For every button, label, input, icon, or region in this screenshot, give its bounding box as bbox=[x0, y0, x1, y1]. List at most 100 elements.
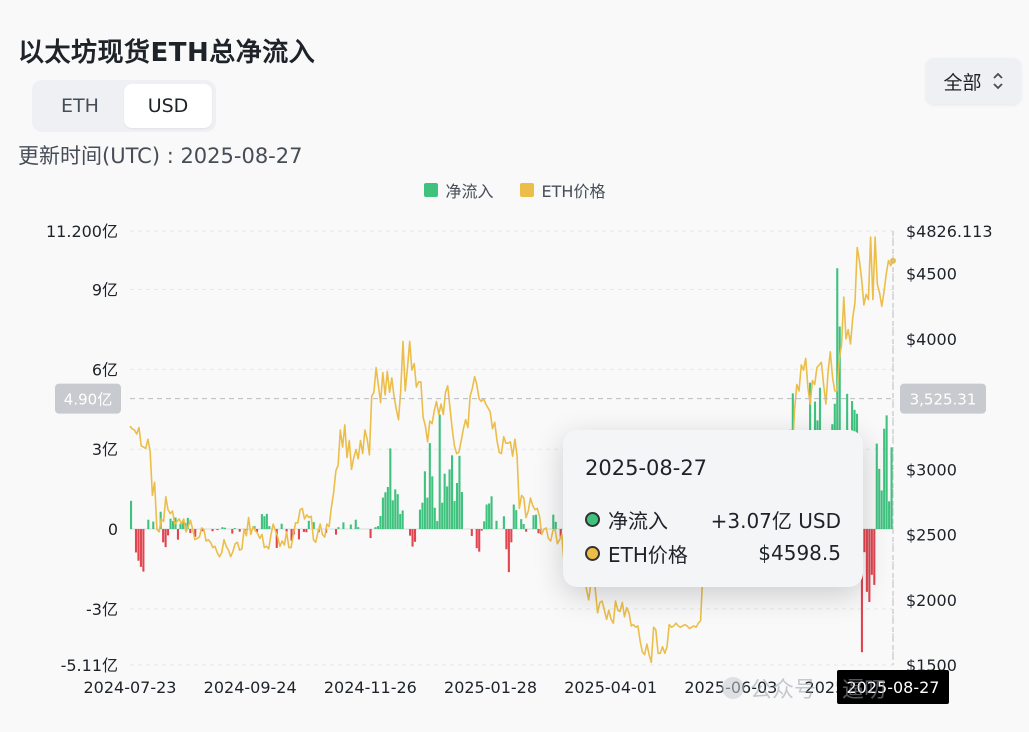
inflow-bar bbox=[478, 529, 481, 552]
inflow-bar bbox=[194, 529, 197, 537]
crosshair-x-label-bg bbox=[837, 670, 949, 704]
inflow-bar bbox=[868, 529, 871, 602]
inflow-bar bbox=[880, 490, 883, 530]
inflow-bar bbox=[263, 516, 266, 530]
inflow-bar bbox=[470, 529, 473, 536]
inflow-bar bbox=[369, 529, 372, 539]
page-title: 以太坊现货ETH总净流入 bbox=[18, 38, 316, 68]
inflow-bar bbox=[179, 523, 182, 530]
y-right-tick-label: $2500 bbox=[906, 526, 957, 545]
inflow-bar bbox=[164, 529, 167, 548]
inflow-bar bbox=[413, 529, 417, 542]
inflow-bar bbox=[483, 521, 486, 530]
inflow-bar bbox=[559, 529, 562, 537]
legend-swatch-price bbox=[519, 183, 534, 197]
inflow-bar bbox=[409, 529, 412, 536]
inflow-bar bbox=[231, 529, 234, 534]
x-tick-label: 2024-11-26 bbox=[324, 678, 417, 697]
inflow-bar bbox=[312, 522, 315, 530]
unit-option-eth[interactable]: ETH bbox=[61, 95, 99, 117]
inflow-bar bbox=[490, 496, 493, 530]
inflow-bar bbox=[374, 527, 377, 530]
inflow-bar bbox=[255, 529, 259, 532]
inflow-bar bbox=[307, 520, 310, 530]
inflow-bar bbox=[354, 519, 357, 530]
inflow-bar bbox=[169, 518, 172, 530]
inflow-bar bbox=[495, 520, 498, 530]
y-right-tick-label: $2000 bbox=[906, 591, 957, 610]
inflow-bar bbox=[870, 529, 873, 575]
inflow-bar bbox=[211, 529, 214, 532]
y-right-tick-label: $3000 bbox=[906, 460, 957, 479]
tooltip-date: 2025-08-27 bbox=[585, 456, 708, 480]
inflow-bar bbox=[888, 501, 891, 530]
inflow-bar bbox=[485, 504, 488, 530]
inflow-bar bbox=[455, 482, 459, 530]
inflow-bar bbox=[349, 524, 352, 530]
inflow-bar bbox=[488, 503, 491, 530]
inflow-bar bbox=[137, 529, 140, 561]
inflow-bar bbox=[537, 529, 540, 534]
inflow-bar bbox=[399, 513, 402, 530]
inflow-bar bbox=[515, 510, 518, 530]
inflow-bar bbox=[448, 469, 451, 530]
y-left-tick-label: -3亿 bbox=[86, 600, 118, 619]
inflow-bar bbox=[275, 529, 278, 548]
inflow-bar bbox=[443, 473, 446, 530]
watermark: 公众号 逼叨 bbox=[722, 672, 886, 704]
inflow-bar bbox=[510, 529, 513, 543]
unit-option-usd[interactable]: USD bbox=[124, 84, 212, 128]
legend: 净流入 ETH价格 bbox=[0, 178, 1029, 202]
inflow-bar bbox=[428, 443, 431, 530]
inflow-bar bbox=[223, 527, 226, 530]
x-tick-label: 2025-04-01 bbox=[564, 678, 657, 697]
legend-item-price[interactable]: ETH价格 bbox=[519, 178, 606, 202]
inflow-bar bbox=[384, 492, 387, 530]
y-right-tick-label: $4826.113 bbox=[906, 222, 993, 241]
tooltip-value-price: $4598.5 bbox=[758, 541, 841, 565]
inflow-bar bbox=[162, 529, 165, 543]
legend-item-inflow[interactable]: 净流入 bbox=[423, 178, 494, 202]
x-tick-label: 2024-07-23 bbox=[84, 678, 177, 697]
legend-label-price: ETH价格 bbox=[541, 182, 606, 201]
y-right-tick-label: $4000 bbox=[906, 330, 957, 349]
crosshair-left-label: 4.90亿 bbox=[64, 391, 112, 409]
legend-swatch-inflow bbox=[423, 183, 438, 197]
range-select-value: 全部 bbox=[943, 71, 982, 94]
inflow-bar bbox=[337, 527, 340, 530]
inflow-bar bbox=[460, 492, 463, 530]
tooltip-dot-price bbox=[585, 545, 600, 561]
inflow-bar bbox=[446, 486, 449, 530]
y-right-tick-label: $4500 bbox=[906, 265, 957, 284]
inflow-bar bbox=[152, 521, 155, 530]
inflow-bar bbox=[520, 519, 523, 530]
inflow-bar bbox=[285, 529, 288, 532]
inflow-bar bbox=[554, 521, 557, 530]
inflow-bar bbox=[505, 529, 508, 550]
inflow-bar bbox=[431, 476, 434, 530]
inflow-bar bbox=[836, 268, 839, 530]
inflow-bar bbox=[890, 447, 893, 530]
range-select[interactable]: 全部 bbox=[926, 58, 1021, 104]
inflow-bar bbox=[441, 502, 444, 530]
legend-label-inflow: 净流入 bbox=[445, 182, 494, 201]
y-left-tick-label: 3亿 bbox=[92, 440, 118, 459]
tooltip-value-inflow: +3.07亿 USD bbox=[710, 508, 841, 533]
crosshair-left-label-bg bbox=[55, 383, 121, 414]
update-time: 更新时间(UTC) : 2025-08-27 bbox=[18, 144, 303, 168]
y-left-tick-label: -5.11亿 bbox=[61, 656, 118, 675]
inflow-bar bbox=[838, 326, 841, 530]
tooltip-label-inflow: 净流入 bbox=[608, 508, 668, 533]
inflow-bar bbox=[139, 529, 142, 567]
inflow-bar bbox=[534, 514, 538, 530]
inflow-bar bbox=[875, 443, 878, 530]
inflow-bar bbox=[532, 515, 535, 530]
inflow-bar bbox=[873, 529, 876, 585]
inflow-bar bbox=[475, 529, 478, 549]
inflow-bar bbox=[302, 529, 305, 532]
inflow-bar bbox=[411, 529, 414, 547]
tooltip-dot-inflow bbox=[585, 511, 600, 527]
inflow-bar bbox=[507, 529, 510, 573]
inflow-bar bbox=[171, 521, 175, 530]
